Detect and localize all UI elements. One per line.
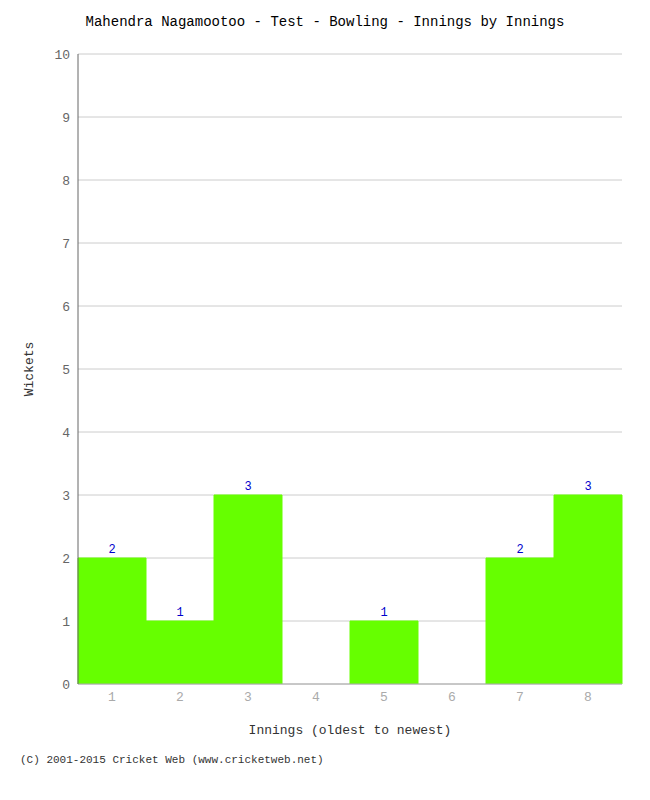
svg-text:8: 8: [584, 690, 592, 705]
svg-text:3: 3: [584, 480, 591, 494]
html-text:(C) 2001-2015 Cricket Web (www: (C) 2001-2015 Cricket Web (www.cricketwe…: [20, 754, 324, 766]
svg-text:9: 9: [62, 111, 70, 126]
svg-text:5: 5: [62, 363, 70, 378]
svg-text:3: 3: [244, 480, 251, 494]
svg-text:3: 3: [62, 489, 70, 504]
svg-text:7: 7: [62, 237, 70, 252]
svg-text:4: 4: [312, 690, 320, 705]
svg-text:7: 7: [516, 690, 524, 705]
svg-text:6: 6: [448, 690, 456, 705]
svg-text:3: 3: [244, 690, 252, 705]
svg-text:6: 6: [62, 300, 70, 315]
svg-text:10: 10: [54, 48, 70, 63]
svg-text:Innings (oldest to newest): Innings (oldest to newest): [249, 723, 452, 738]
svg-text:2: 2: [62, 552, 70, 567]
html-text:Mahendra Nagamootoo - Test - B: Mahendra Nagamootoo - Test - Bowling - I…: [85, 14, 565, 30]
svg-text:2: 2: [176, 690, 184, 705]
svg-text:8: 8: [62, 174, 70, 189]
svg-text:Wickets: Wickets: [22, 342, 37, 397]
svg-text:1: 1: [380, 606, 387, 620]
svg-text:2: 2: [516, 543, 523, 557]
svg-text:1: 1: [176, 606, 183, 620]
svg-text:1: 1: [62, 615, 70, 630]
svg-text:5: 5: [380, 690, 388, 705]
svg-text:1: 1: [108, 690, 116, 705]
svg-text:2: 2: [108, 543, 115, 557]
svg-text:4: 4: [62, 426, 70, 441]
svg-text:0: 0: [62, 678, 70, 693]
